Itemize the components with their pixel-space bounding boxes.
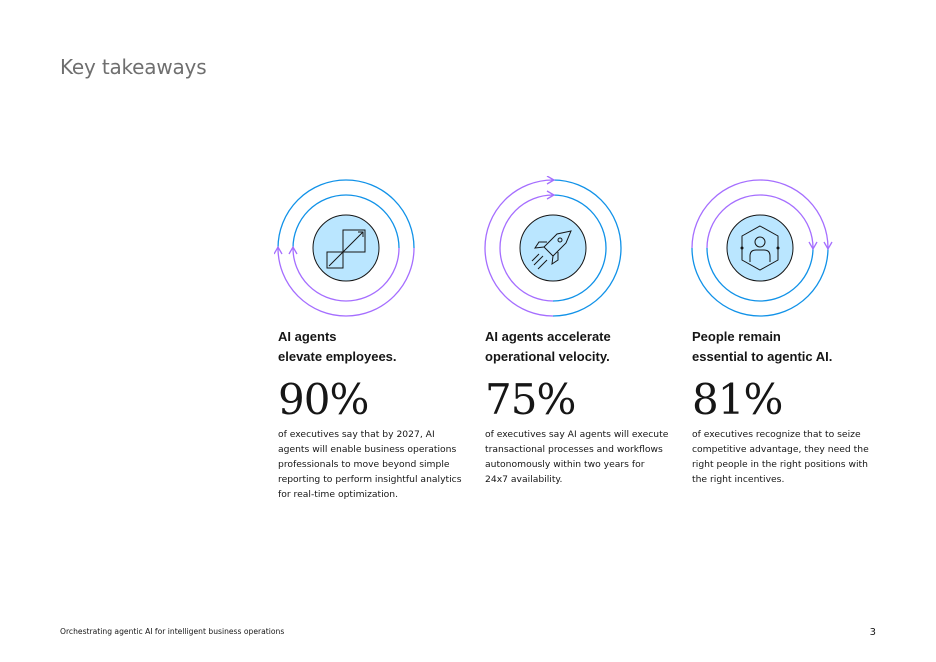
page-title: Key takeaways <box>60 55 207 79</box>
takeaway-stat: 90% <box>278 375 369 424</box>
person-network-icon <box>691 179 833 317</box>
growth-chart-icon <box>274 179 415 317</box>
takeaway-description: of executives recognize that to seize co… <box>692 429 869 485</box>
takeaway-heading: AI agents elevate employees. <box>278 329 397 364</box>
footer-document-title: Orchestrating agentic AI for intelligent… <box>60 627 285 636</box>
takeaway-heading: People remain essential to agentic AI. <box>692 329 833 364</box>
takeaway-heading: AI agents accelerate operational velocit… <box>485 329 611 364</box>
takeaway-description: of executives say that by 2027, AI agent… <box>278 429 462 500</box>
takeaway-stat: 81% <box>692 375 783 424</box>
takeaway-stat: 75% <box>485 375 576 424</box>
rocket-icon <box>484 176 622 317</box>
takeaway-description: of executives say AI agents will execute… <box>485 429 669 485</box>
page-number: 3 <box>869 627 876 638</box>
